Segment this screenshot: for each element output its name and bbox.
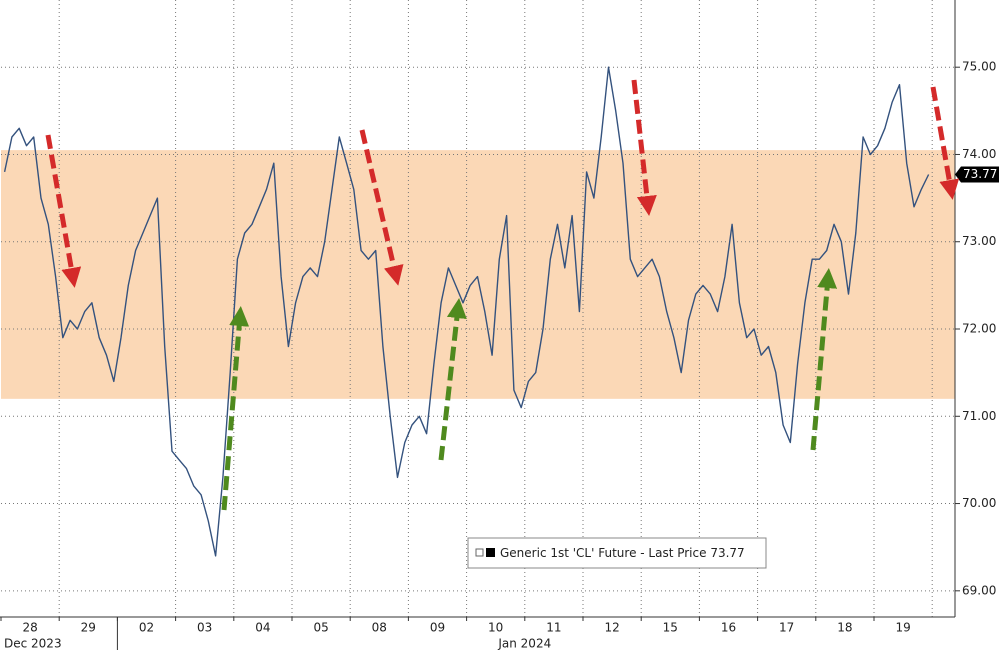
y-tick-label: 71.00 [962, 409, 996, 423]
x-tick-label: 04 [255, 621, 270, 635]
x-tick-label: 17 [779, 621, 794, 635]
x-group-label: Jan 2024 [497, 637, 551, 651]
y-tick-label: 72.00 [962, 322, 996, 336]
last-price-tag [955, 166, 999, 183]
last-price-label: 73.77 [963, 167, 997, 181]
x-group-label: Dec 2023 [4, 637, 62, 651]
range-band [1, 150, 955, 399]
legend-icon [475, 548, 484, 557]
legend-box [467, 537, 767, 569]
y-tick-label: 75.00 [962, 60, 996, 74]
x-tick-label: 02 [139, 621, 154, 635]
y-tick-label: 74.00 [962, 147, 996, 161]
x-tick-label: 12 [604, 621, 619, 635]
x-tick-label: 09 [430, 621, 445, 635]
x-tick-label: 28 [22, 621, 37, 635]
x-tick-label: 10 [488, 621, 503, 635]
y-tick-label: 70.00 [962, 496, 996, 510]
x-tick-label: 11 [546, 621, 561, 635]
x-tick-label: 29 [81, 621, 96, 635]
price-line [3, 66, 930, 557]
legend-swatch [486, 548, 495, 557]
x-tick-label: 18 [837, 621, 852, 635]
legend-text: Generic 1st 'CL' Future - Last Price 73.… [500, 546, 745, 560]
x-tick-label: 16 [721, 621, 736, 635]
annotation-arrows [45, 79, 960, 511]
x-tick-label: 03 [197, 621, 212, 635]
y-tick-label: 69.00 [962, 583, 996, 597]
legend-last-price: 73.77 [710, 546, 744, 560]
legend-name: Generic 1st 'CL' Future - Last Price [500, 546, 707, 560]
x-tick-label: 05 [313, 621, 328, 635]
legend: Generic 1st 'CL' Future - Last Price 73.… [467, 537, 767, 569]
x-tick-label: 08 [372, 621, 387, 635]
x-tick-label: 19 [895, 621, 910, 635]
x-tick-label: 15 [663, 621, 678, 635]
y-tick-label: 73.00 [962, 234, 996, 248]
